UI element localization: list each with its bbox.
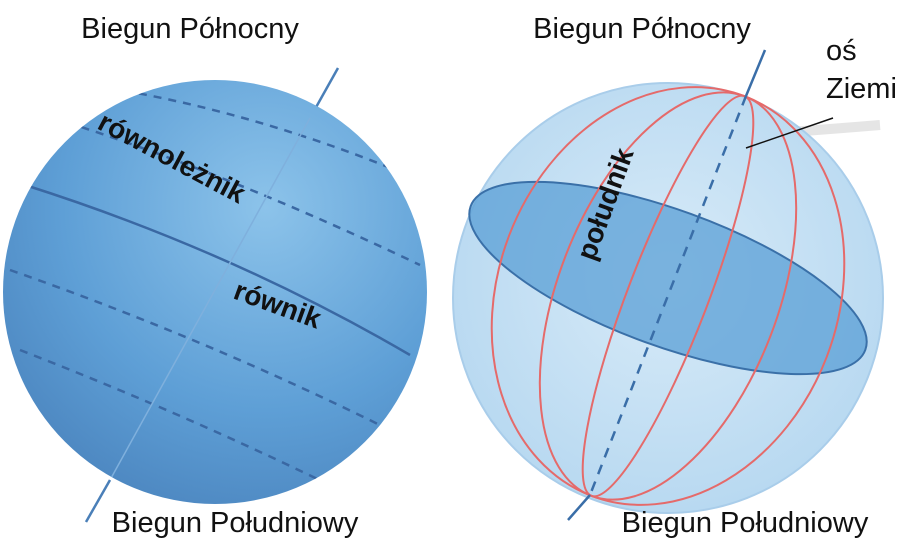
equator-line [24, 183, 411, 357]
parallel-line [9, 268, 401, 437]
equator-plane [468, 180, 868, 376]
parallel-line [9, 103, 421, 267]
north-pole-label: Biegun Północny [533, 13, 751, 45]
axis [744, 49, 767, 97]
sphere [3, 80, 427, 504]
axis [567, 494, 591, 521]
right-globe: Biegun Północny Biegun Południowy oś Zie… [452, 13, 897, 539]
axis-inner [109, 117, 311, 481]
axis [84, 479, 112, 523]
north-pole-label: Biegun Północny [81, 13, 299, 45]
pointer-line [745, 117, 834, 149]
axis-label: oś [826, 35, 857, 67]
parallel-line [19, 348, 361, 502]
south-pole-label: Biegun Południowy [622, 507, 869, 539]
south-pole-label: Biegun Południowy [112, 507, 359, 539]
axis-label: Ziemi [826, 73, 897, 105]
left-globe: Biegun Północny Biegun Południowy równol… [3, 13, 427, 539]
